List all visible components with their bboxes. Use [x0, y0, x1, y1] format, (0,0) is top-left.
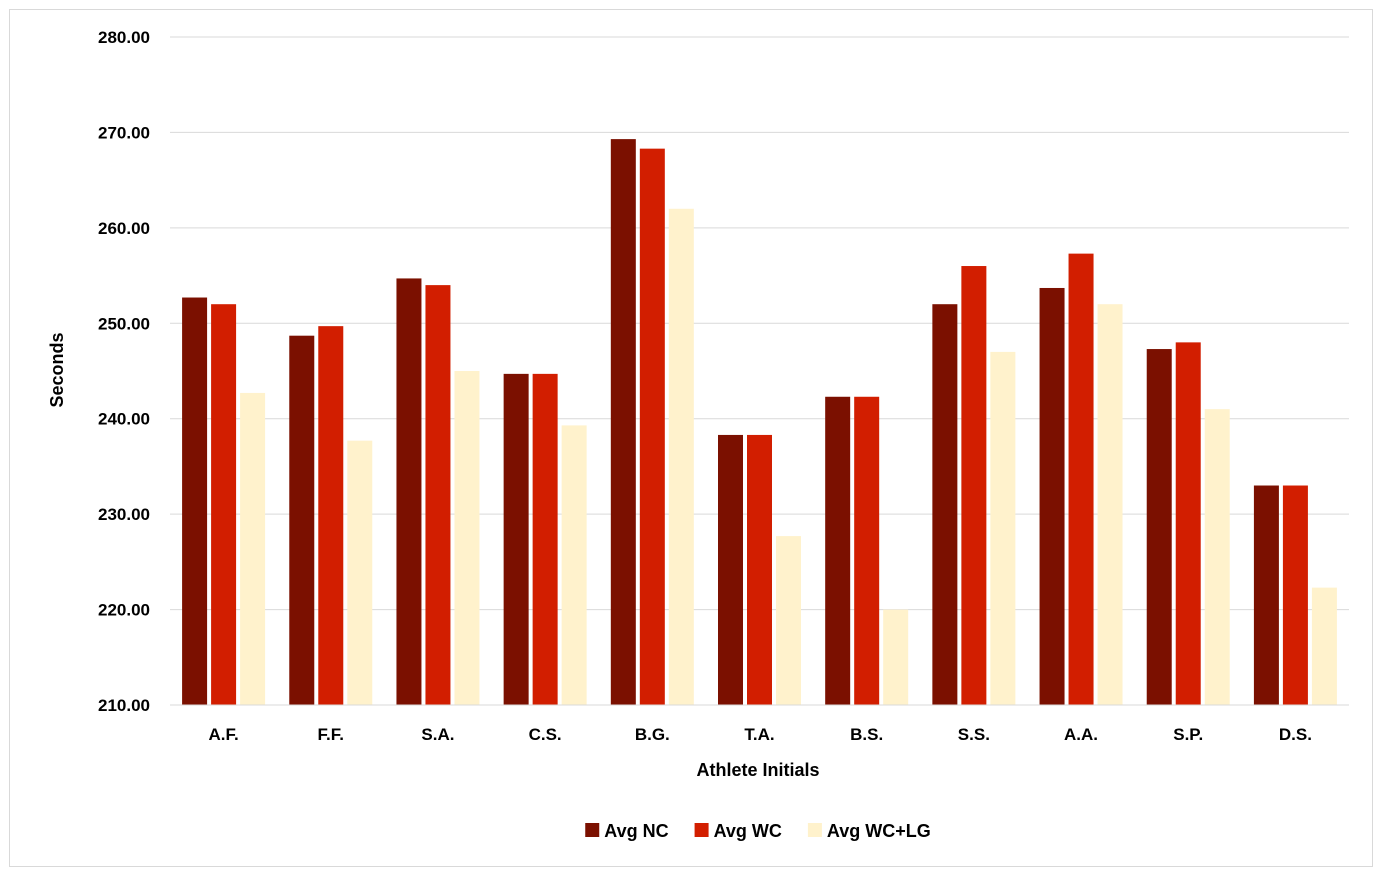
bar-avg-nc-sp [1146, 349, 1172, 705]
bar-avg-wc-ta [747, 434, 772, 705]
bar-avg-wc-lg-ds [1311, 587, 1337, 705]
bar-avg-wc-af [211, 304, 237, 705]
bar-avg-nc-ff [289, 335, 315, 705]
bar-avg-wc-ff [318, 326, 344, 705]
y-tick-label: 230.00 [98, 505, 150, 524]
bar-avg-nc-bg [610, 139, 636, 705]
x-tick-label: F.F. [318, 725, 344, 744]
bar-avg-wc-ss [961, 266, 987, 705]
legend-swatch [585, 823, 600, 837]
bar-avg-wc-lg-cs [561, 425, 587, 705]
y-axis-tick-labels: 210.00 220.00 230.00 240.00 250.00 260.00 270.… [98, 28, 150, 715]
bar-avg-nc-af [182, 297, 208, 705]
y-tick-label: 240.00 [98, 410, 150, 429]
bar-avg-nc-cs [503, 373, 529, 705]
bar-avg-wc-lg-sp [1204, 409, 1230, 705]
bar-avg-wc-bs [854, 396, 880, 705]
legend-label: Avg NC [604, 821, 668, 841]
bar-avg-wc-cs [532, 373, 558, 705]
bar-avg-nc-aa [1039, 287, 1065, 705]
bar-avg-wc-lg-bg [668, 208, 694, 705]
bars [182, 139, 1337, 705]
bar-avg-wc-bg [639, 148, 665, 705]
bar-avg-wc-lg-ta [776, 536, 801, 705]
bar-avg-nc-bs [825, 396, 851, 705]
legend-label: Avg WC [714, 821, 782, 841]
x-axis-tick-labels: A.F. F.F. S.A. C.S. B.G. T.A. B.S. S.S. A.A. S.P.… [208, 725, 1311, 744]
x-tick-label: S.A. [421, 725, 454, 744]
x-tick-label: B.S. [850, 725, 883, 744]
x-tick-label: S.P. [1173, 725, 1203, 744]
bar-avg-wc-lg-af [240, 392, 266, 705]
legend-swatch [807, 823, 822, 837]
bar-avg-wc-sa [425, 285, 451, 705]
bar-avg-wc-ds [1282, 485, 1308, 705]
bar-avg-nc-ds [1253, 485, 1279, 705]
bar-avg-wc-lg-ss [990, 351, 1016, 705]
legend-swatch [694, 823, 709, 837]
x-tick-label: A.F. [208, 725, 238, 744]
y-tick-label: 260.00 [98, 219, 150, 238]
bar-avg-nc-ta [718, 434, 743, 705]
y-tick-label: 220.00 [98, 601, 150, 620]
y-tick-label: 270.00 [98, 123, 150, 142]
legend: Avg NC Avg WC Avg WC+LG [585, 821, 931, 841]
bar-avg-wc-lg-sa [454, 371, 480, 705]
y-tick-label: 280.00 [98, 28, 150, 47]
bar-avg-wc-lg-bs [883, 609, 909, 705]
x-tick-label: T.A. [744, 725, 774, 744]
x-tick-label: D.S. [1279, 725, 1312, 744]
x-tick-label: S.S. [958, 725, 990, 744]
bar-avg-nc-ss [932, 304, 958, 705]
bar-avg-wc-sp [1175, 342, 1201, 705]
y-tick-label: 210.00 [98, 696, 150, 715]
bar-avg-wc-lg-ff [347, 440, 373, 705]
bar-avg-nc-sa [396, 278, 422, 705]
x-tick-label: B.G. [635, 725, 670, 744]
y-tick-label: 250.00 [98, 314, 150, 333]
bar-avg-wc-aa [1068, 253, 1094, 705]
legend-label: Avg WC+LG [827, 821, 931, 841]
y-axis-title: Seconds [47, 332, 67, 407]
x-tick-label: C.S. [529, 725, 562, 744]
x-tick-label: A.A. [1064, 725, 1098, 744]
bar-avg-wc-lg-aa [1097, 304, 1123, 705]
x-axis-title: Athlete Initials [696, 760, 819, 780]
